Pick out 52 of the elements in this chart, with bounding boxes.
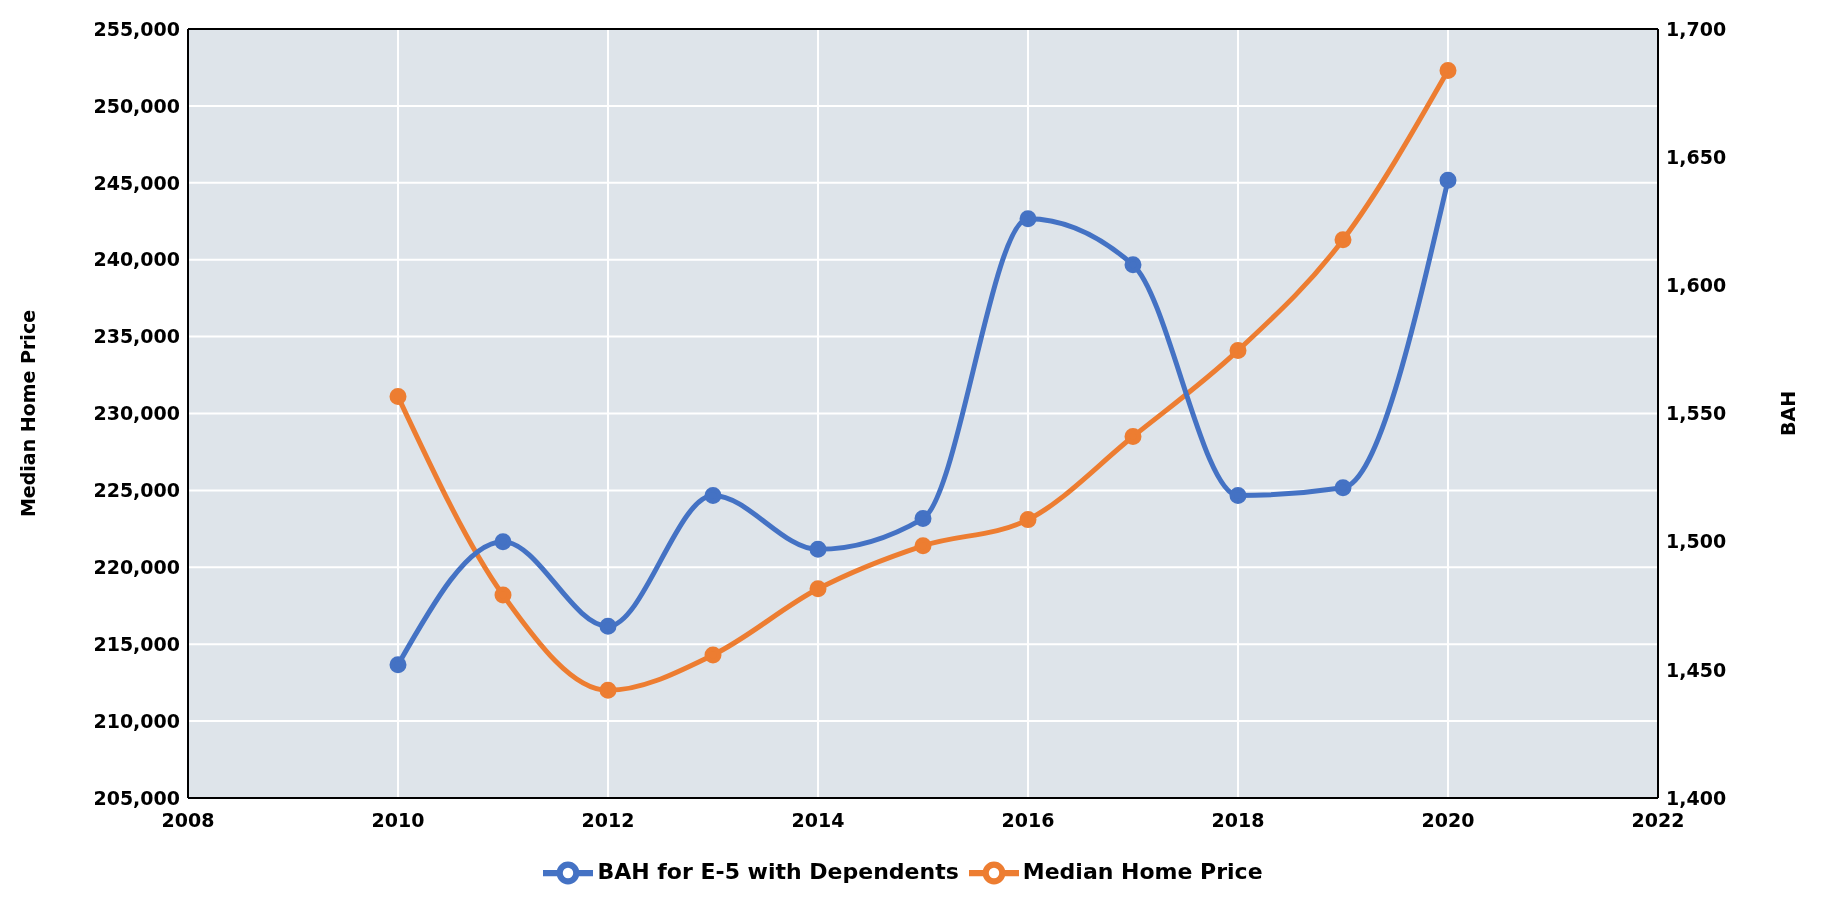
- point: [389, 656, 407, 674]
- point: [809, 540, 827, 558]
- y-tick-label: 225,000: [93, 479, 180, 502]
- point: [704, 487, 722, 505]
- y-tick-label: 220,000: [93, 556, 180, 579]
- y2-tick-label: 1,600: [1666, 274, 1727, 297]
- y2-tick-label: 1,450: [1666, 658, 1727, 681]
- point: [1124, 256, 1142, 274]
- x-tick-label: 2010: [371, 809, 425, 832]
- point: [1439, 62, 1457, 80]
- y-tick-label: 255,000: [93, 17, 180, 40]
- x-tick-label: 2012: [581, 809, 635, 832]
- point: [494, 586, 512, 604]
- x-tick-label: 2020: [1421, 809, 1475, 832]
- y2-tick-label: 1,550: [1666, 402, 1727, 425]
- legend-label: BAH for E-5 with Dependents: [597, 859, 959, 884]
- y-tick-label: 230,000: [93, 402, 180, 425]
- point: [914, 510, 932, 528]
- y2-axis-title: BAH: [1776, 390, 1799, 437]
- point: [1124, 428, 1142, 446]
- x-tick-label: 2008: [161, 809, 215, 832]
- y2-tick-label: 1,400: [1666, 786, 1727, 809]
- y-tick-label: 240,000: [93, 248, 180, 271]
- y-tick-label: 205,000: [93, 786, 180, 809]
- y2-tick-label: 1,700: [1666, 17, 1727, 40]
- point: [704, 646, 722, 664]
- point: [1334, 479, 1352, 497]
- point: [389, 388, 407, 406]
- point: [914, 537, 932, 555]
- y-axis-title: Median Home Price: [16, 309, 39, 518]
- x-tick-label: 2018: [1211, 809, 1265, 832]
- point: [1229, 341, 1247, 359]
- x-tick-label: 2014: [791, 809, 845, 832]
- y-tick-label: 250,000: [93, 94, 180, 117]
- y2-tick-label: 1,650: [1666, 145, 1727, 168]
- point: [1019, 210, 1037, 228]
- y-tick-label: 235,000: [93, 325, 180, 348]
- point: [494, 533, 512, 551]
- point: [1019, 511, 1037, 529]
- legend-label: Median Home Price: [1022, 859, 1263, 884]
- y-tick-label: 215,000: [93, 632, 180, 655]
- point: [1334, 231, 1352, 249]
- y-tick-label: 245,000: [93, 171, 180, 194]
- y2-tick-label: 1,500: [1666, 530, 1727, 553]
- point: [599, 617, 617, 635]
- y-tick-label: 210,000: [93, 709, 180, 732]
- point: [1439, 171, 1457, 189]
- point: [809, 580, 827, 598]
- x-tick-label: 2022: [1631, 809, 1685, 832]
- point: [1229, 487, 1247, 505]
- point: [599, 681, 617, 699]
- x-tick-label: 2016: [1001, 809, 1055, 832]
